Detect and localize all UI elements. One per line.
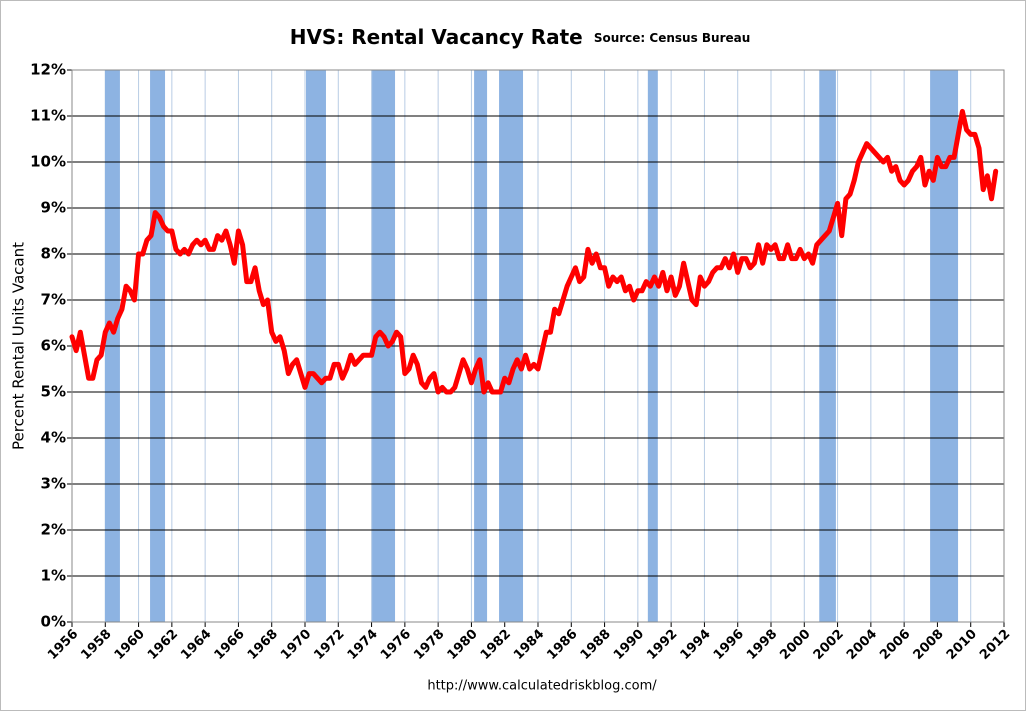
plot-area: 1956195819601962196419661968197019721974… bbox=[30, 61, 1013, 663]
y-tick-label: 4% bbox=[41, 429, 66, 447]
y-tick-label: 11% bbox=[30, 107, 66, 125]
y-tick-label: 12% bbox=[30, 61, 66, 79]
y-tick-label: 9% bbox=[41, 199, 66, 217]
y-tick-label: 10% bbox=[30, 153, 66, 171]
source-url: http://www.calculatedriskblog.com/ bbox=[427, 679, 657, 694]
y-tick-label: 8% bbox=[41, 245, 66, 263]
y-tick-label: 0% bbox=[41, 613, 66, 631]
chart-heading: HVS: Rental Vacancy Rate Source: Census … bbox=[290, 25, 751, 49]
chart-title: HVS: Rental Vacancy Rate bbox=[290, 25, 583, 49]
plot-border bbox=[71, 69, 1005, 623]
y-tick-label: 3% bbox=[41, 475, 66, 493]
y-tick-label: 2% bbox=[41, 521, 66, 539]
y-tick-label: 7% bbox=[41, 291, 66, 309]
rate-line bbox=[69, 108, 999, 395]
y-tick-label: 5% bbox=[41, 383, 66, 401]
chart-subtitle: Source: Census Bureau bbox=[594, 31, 750, 45]
y-tick-label: 6% bbox=[41, 337, 66, 355]
y-axis-label: Percent Rental Units Vacant bbox=[10, 242, 28, 450]
y-tick-label: 1% bbox=[41, 567, 66, 585]
